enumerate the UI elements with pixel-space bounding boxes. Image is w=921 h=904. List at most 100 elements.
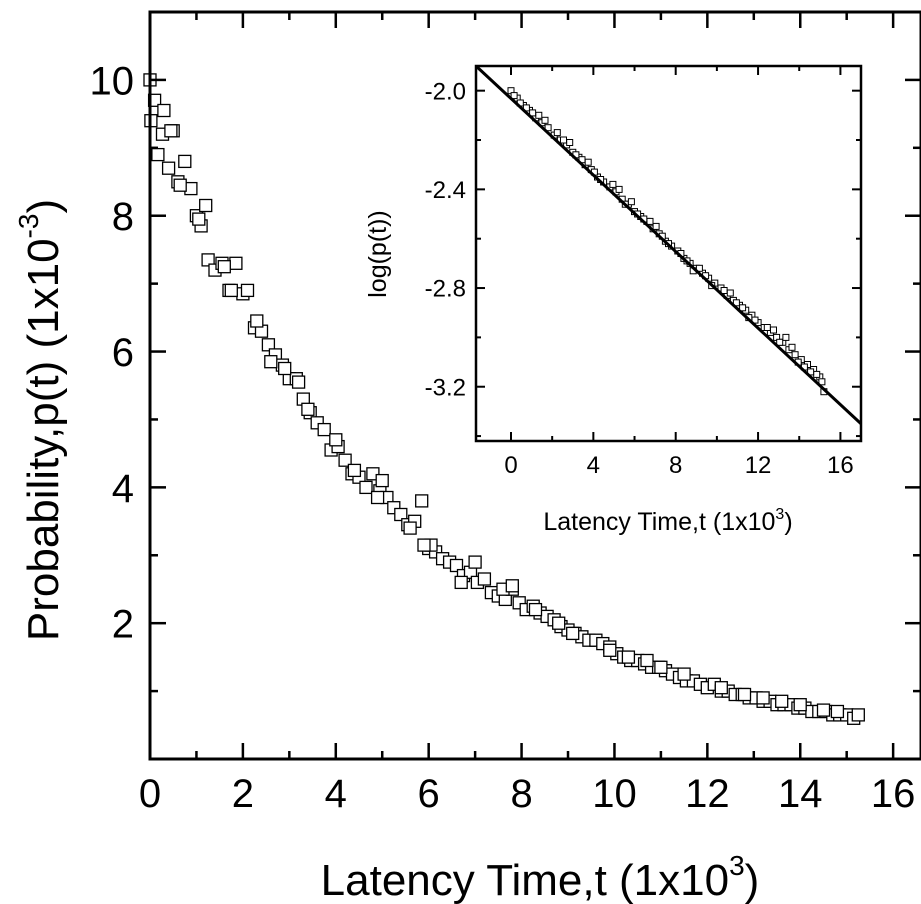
main-data-point — [329, 433, 343, 447]
main-data-point — [621, 650, 636, 664]
main-data-point — [793, 698, 807, 712]
main-data-point — [677, 667, 691, 681]
main-data-point — [394, 507, 408, 522]
main-data-point — [192, 212, 206, 226]
main-data-point — [224, 283, 238, 298]
main-y-tick-labels: 2 4 6 8 10 — [90, 59, 135, 646]
inset-data-point — [560, 136, 567, 144]
inset-data-point — [566, 139, 574, 146]
main-chart: 0 2 4 6 8 10 12 14 16 2 4 6 8 10 Latency Time,t (1x1… — [13, 10, 921, 904]
main-x-tick-label: 0 — [139, 772, 161, 816]
main-data-point — [816, 703, 831, 717]
inset-data-point — [813, 370, 821, 378]
main-x-tick-label: 14 — [778, 772, 823, 816]
main-data-point — [415, 494, 429, 508]
inset-data-point — [818, 378, 826, 386]
main-x-tick-label: 4 — [325, 772, 347, 816]
main-data-point — [851, 708, 865, 722]
inset-data-point — [584, 158, 592, 166]
main-data-point — [347, 463, 362, 478]
main-data-point — [654, 660, 668, 674]
main-data-point — [264, 355, 278, 369]
main-data-point — [359, 480, 373, 495]
main-data-point — [403, 521, 417, 535]
inset-data-point — [553, 129, 561, 137]
main-x-tick-labels: 0 2 4 6 8 10 12 14 16 — [139, 772, 916, 816]
main-data-point — [261, 338, 276, 352]
main-data-point — [250, 314, 264, 328]
main-data-point — [317, 422, 331, 437]
main-data-point — [468, 555, 482, 569]
inset-x-tick-label: 16 — [827, 452, 854, 479]
main-x-tick-label: 6 — [418, 772, 440, 816]
main-data-point — [566, 626, 580, 641]
inset-y-tick-label: -2.0 — [425, 78, 466, 105]
inset-y-tick-label: -2.8 — [425, 276, 466, 303]
main-data-point — [278, 361, 292, 376]
main-data-point — [477, 572, 492, 586]
inset-x-tick-label: 4 — [587, 452, 600, 479]
main-data-point — [338, 453, 352, 467]
inset-data-point — [732, 299, 740, 307]
main-data-point — [151, 147, 165, 162]
main-plot-frame — [148, 10, 921, 761]
inset-chart: 0 4 8 12 16 -2.0 -2.4 -2.8 -3.2 Latency Time,t … — [364, 64, 863, 536]
main-data-point — [201, 253, 215, 267]
main-data-point — [173, 178, 187, 192]
main-data-point — [714, 681, 728, 695]
main-y-tick-label: 10 — [90, 59, 135, 103]
main-data-point — [370, 490, 385, 505]
inset-data-point — [751, 316, 759, 324]
main-data-point — [505, 579, 519, 593]
inset-data-point — [510, 92, 518, 100]
main-data-point — [603, 643, 617, 657]
inset-data-point — [791, 351, 799, 359]
inset-data-point — [544, 124, 552, 132]
inset-data-point — [763, 324, 771, 331]
main-y-axis-label: Probability,p(t) (1x10-3) — [13, 199, 68, 641]
main-y-tick-label: 6 — [112, 331, 134, 375]
inset-data-point — [541, 116, 549, 124]
inset-fit-line — [474, 64, 863, 425]
main-data-point — [528, 602, 543, 617]
inset-plot-frame — [474, 64, 863, 443]
main-data-point — [454, 575, 468, 590]
inset-y-tick-labels: -2.0 -2.4 -2.8 -3.2 — [425, 78, 466, 401]
main-x-axis-label: Latency Time,t (1x103) — [321, 850, 760, 904]
main-data-point — [164, 124, 178, 138]
inset-data-point — [726, 289, 734, 297]
main-data-point — [775, 694, 789, 708]
inset-data-point — [788, 343, 796, 351]
inset-data-point — [776, 338, 784, 346]
main-data-point — [291, 375, 306, 389]
main-y-tick-label: 4 — [112, 467, 134, 511]
inset-data-point — [782, 333, 790, 341]
main-data-point — [301, 402, 315, 416]
main-ticks — [148, 10, 921, 759]
main-data-point — [229, 256, 243, 270]
main-data-point — [640, 653, 654, 668]
main-x-tick-label: 8 — [510, 772, 532, 816]
main-data-point — [737, 687, 752, 702]
inset-data-point — [770, 326, 777, 334]
inset-y-tick-label: -3.2 — [425, 374, 466, 401]
main-x-tick-label: 12 — [685, 772, 730, 816]
main-x-tick-label: 16 — [871, 772, 916, 816]
inset-x-tick-labels: 0 4 8 12 16 — [504, 452, 853, 479]
inset-data-point — [739, 304, 747, 312]
inset-background — [476, 66, 861, 441]
inset-x-tick-label: 0 — [504, 452, 517, 479]
main-data-point — [449, 558, 464, 573]
main-y-tick-label: 8 — [112, 195, 134, 239]
inset-data-point — [609, 180, 617, 188]
inset-data-point — [646, 217, 654, 225]
main-scatter-series — [143, 73, 865, 725]
main-data-point — [375, 473, 389, 488]
inset-data-point — [535, 111, 543, 119]
inset-x-tick-label: 8 — [669, 452, 682, 479]
inset-data-point — [615, 185, 623, 193]
main-data-point — [830, 704, 845, 719]
main-data-point — [756, 691, 770, 705]
main-data-point — [417, 538, 431, 552]
